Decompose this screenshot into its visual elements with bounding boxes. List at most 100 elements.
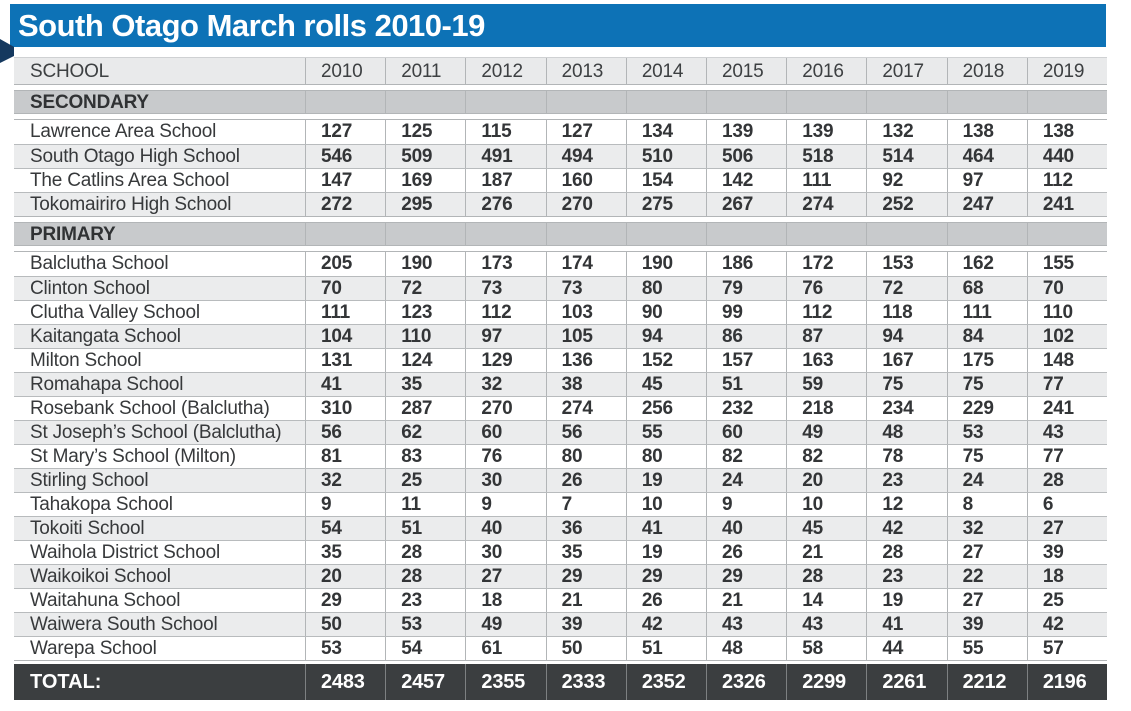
roll-value-cell: 205 (305, 252, 385, 276)
roll-value-cell: 440 (1026, 145, 1107, 168)
roll-value-cell: 267 (706, 193, 786, 216)
roll-value-cell: 111 (305, 301, 385, 324)
roll-value-cell: 97 (465, 325, 545, 348)
roll-value-cell: 50 (305, 613, 385, 636)
section-empty-cell (465, 223, 545, 245)
roll-value-cell: 272 (305, 193, 385, 216)
roll-value-cell: 252 (866, 193, 946, 216)
table-row: Clinton School 70 72 73 73 80 79 76 72 68 70 (14, 276, 1107, 300)
roll-value-cell: 218 (786, 397, 866, 420)
school-name-cell: Stirling School (30, 470, 149, 491)
school-name-cell: The Catlins Area School (30, 170, 230, 191)
roll-value-cell: 42 (625, 613, 706, 636)
roll-value-cell: 41 (625, 517, 706, 540)
roll-value-cell: 90 (625, 301, 706, 324)
roll-value-cell: 80 (625, 445, 706, 468)
roll-value-cell: 28 (786, 565, 866, 588)
roll-value-cell: 27 (946, 589, 1027, 612)
roll-value-cell: 111 (946, 301, 1027, 324)
roll-value-cell: 256 (625, 397, 706, 420)
roll-value-cell: 25 (385, 469, 465, 492)
roll-value-cell: 36 (545, 517, 626, 540)
roll-value-cell: 68 (946, 277, 1027, 300)
school-rows-group: Balclutha School 205 190 173 174 190 186 172 153… (14, 251, 1107, 661)
roll-value-cell: 43 (1026, 421, 1107, 444)
roll-value-cell: 72 (385, 277, 465, 300)
total-value-cell: 2352 (625, 664, 706, 700)
roll-value-cell: 94 (625, 325, 706, 348)
roll-value-cell: 232 (706, 397, 786, 420)
school-name-cell: Clinton School (30, 278, 150, 299)
roll-value-cell: 187 (465, 169, 545, 192)
roll-value-cell: 115 (465, 120, 545, 144)
roll-value-cell: 19 (866, 589, 946, 612)
roll-value-cell: 112 (1026, 169, 1107, 192)
roll-value-cell: 45 (625, 373, 706, 396)
roll-value-cell: 310 (305, 397, 385, 420)
table-row: Tokoiti School 54 51 40 36 41 40 45 42 32 27 (14, 516, 1107, 540)
roll-value-cell: 509 (385, 145, 465, 168)
roll-value-cell: 56 (545, 421, 626, 444)
table-row: The Catlins Area School 147 169 187 160 154 14… (14, 168, 1107, 192)
table-row: Milton School 131 124 129 136 152 157 163 167 175… (14, 348, 1107, 372)
roll-value-cell: 80 (545, 445, 626, 468)
table-row: Waitahuna School 29 23 18 21 26 21 14 19 27 25 (14, 588, 1107, 612)
table-row: St Mary’s School (Milton) 81 83 76 80 80 82 82 7… (14, 444, 1107, 468)
roll-value-cell: 190 (385, 252, 465, 276)
school-name-cell: Waitahuna School (30, 590, 181, 611)
roll-value-cell: 118 (866, 301, 946, 324)
roll-value-cell: 62 (385, 421, 465, 444)
roll-value-cell: 70 (1026, 277, 1107, 300)
roll-value-cell: 136 (545, 349, 626, 372)
table-row: Warepa School 53 54 61 50 51 48 58 44 55 57 (14, 636, 1107, 660)
roll-value-cell: 35 (545, 541, 626, 564)
total-value-cell: 2196 (1026, 664, 1107, 700)
roll-value-cell: 139 (706, 120, 786, 144)
roll-value-cell: 21 (786, 541, 866, 564)
total-value-cell: 2212 (946, 664, 1027, 700)
roll-value-cell: 139 (786, 120, 866, 144)
section-empty-cell (385, 223, 465, 245)
roll-value-cell: 157 (706, 349, 786, 372)
table-row: Lawrence Area School 127 125 115 127 134 139 13… (14, 120, 1107, 144)
table-row: St Joseph’s School (Balclutha) 56 62 60 56 55… (14, 420, 1107, 444)
roll-value-cell: 21 (545, 589, 626, 612)
roll-value-cell: 9 (305, 493, 385, 516)
roll-value-cell: 49 (465, 613, 545, 636)
school-name-cell: Waihola District School (30, 542, 221, 563)
roll-value-cell: 23 (385, 589, 465, 612)
roll-value-cell: 111 (786, 169, 866, 192)
roll-value-cell: 26 (706, 541, 786, 564)
roll-value-cell: 60 (465, 421, 545, 444)
roll-value-cell: 169 (385, 169, 465, 192)
section-empty-cell (1026, 223, 1107, 245)
school-name-cell: Tokoiti School (30, 518, 145, 539)
roll-value-cell: 167 (866, 349, 946, 372)
roll-value-cell: 14 (786, 589, 866, 612)
roll-value-cell: 84 (946, 325, 1027, 348)
roll-value-cell: 20 (786, 469, 866, 492)
roll-value-cell: 48 (706, 637, 786, 660)
roll-value-cell: 104 (305, 325, 385, 348)
rolls-table: SCHOOL 2010 2011 2012 2013 2014 2015 2016 2017 2… (14, 57, 1107, 700)
roll-value-cell: 241 (1026, 397, 1107, 420)
total-value-cell: 2355 (465, 664, 545, 700)
year-column-header: 2011 (385, 58, 465, 84)
roll-value-cell: 28 (385, 565, 465, 588)
year-column-header: 2016 (786, 58, 866, 84)
roll-value-cell: 125 (385, 120, 465, 144)
roll-value-cell: 186 (706, 252, 786, 276)
roll-value-cell: 18 (1026, 565, 1107, 588)
section-empty-cell (305, 223, 385, 245)
year-column-header: 2014 (625, 58, 706, 84)
roll-value-cell: 40 (465, 517, 545, 540)
roll-value-cell: 51 (706, 373, 786, 396)
roll-value-cell: 20 (305, 565, 385, 588)
roll-value-cell: 42 (1026, 613, 1107, 636)
roll-value-cell: 124 (385, 349, 465, 372)
table-row: Waihola District School 35 28 30 35 19 26 21 28 2… (14, 540, 1107, 564)
section-empty-cell (706, 91, 786, 113)
roll-value-cell: 42 (866, 517, 946, 540)
roll-value-cell: 30 (465, 541, 545, 564)
section-empty-cell (545, 223, 626, 245)
